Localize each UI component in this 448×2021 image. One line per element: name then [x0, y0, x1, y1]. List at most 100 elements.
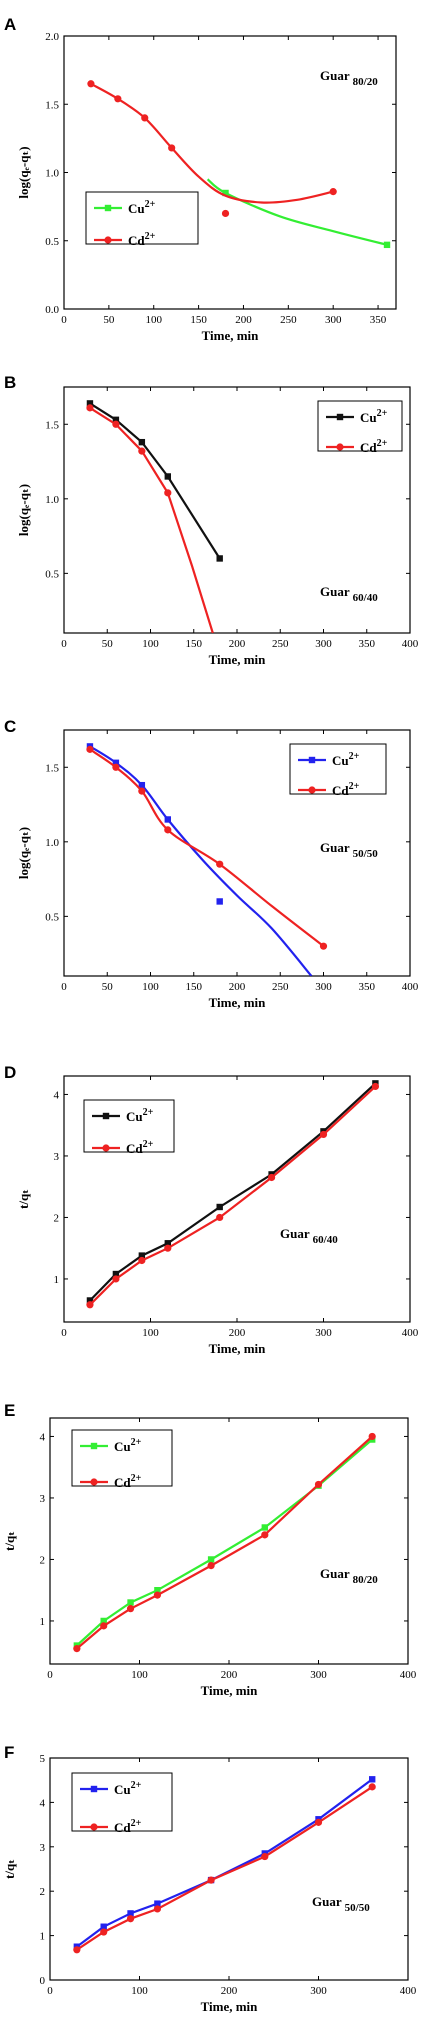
x-tick-label: 400	[400, 1985, 417, 1997]
legend-box	[317, 400, 403, 452]
panel-letter: A	[4, 15, 16, 34]
data-point	[73, 1946, 81, 1954]
panel-letter: C	[4, 717, 16, 736]
legend-box	[289, 743, 387, 795]
x-tick-label: 50	[102, 981, 114, 993]
chart-annotation: Guar 60/40	[280, 1226, 338, 1246]
data-point	[112, 1270, 120, 1278]
data-point	[222, 189, 229, 197]
chart-panel-f: F 0 100 200 300 400 0 1 2 3 4 5 Time, min t/qₜ Cu2+ Cd2…	[2, 1743, 417, 2014]
x-tick-label: 100	[145, 314, 162, 326]
legend-box	[71, 1429, 173, 1487]
x-tick-label: 0	[61, 1327, 67, 1339]
legend-swatch-marker	[104, 204, 112, 212]
x-tick-label: 200	[221, 1669, 238, 1681]
legend-label: Cd2+	[360, 438, 388, 455]
legend-label: Cu2+	[332, 751, 360, 768]
series-line	[76, 1435, 373, 1650]
legend-swatch-marker	[336, 443, 344, 451]
y-tick-label: 2	[40, 1886, 46, 1898]
data-point	[261, 1531, 269, 1539]
legend: Cu2+ Cd2+	[317, 400, 403, 455]
y-tick-label: 3	[40, 1493, 46, 1505]
y-tick-label: 0.5	[45, 911, 59, 923]
series-group	[87, 80, 391, 249]
x-tick-label: 0	[61, 314, 67, 326]
data-point	[329, 188, 337, 196]
x-tick-label: 400	[402, 981, 419, 993]
y-tick-label: 1	[54, 1274, 60, 1286]
chart-panel-e: E 0 100 200 300 400 1 2 3 4 Time, min t/qₜ Cu2+ Cd2+ G…	[2, 1401, 417, 1698]
x-tick-label: 350	[359, 638, 376, 650]
y-tick-label: 4	[40, 1797, 46, 1809]
y-axis-label: t/qₜ	[2, 1859, 17, 1879]
legend-label: Cu2+	[360, 408, 388, 425]
data-point	[112, 416, 120, 423]
y-tick-label: 5	[40, 1753, 46, 1765]
panel-letter: B	[4, 373, 16, 392]
x-tick-label: 200	[229, 1327, 246, 1339]
y-axis-label: t/qₜ	[16, 1189, 31, 1209]
legend-box	[85, 191, 199, 245]
panel-letter: E	[4, 1401, 15, 1420]
y-tick-label: 0	[40, 1975, 46, 1987]
data-point	[164, 1244, 172, 1252]
y-axis-label: log(qₑ-qₜ)	[16, 827, 31, 879]
data-point	[368, 1432, 376, 1441]
legend: Cu2+ Cd2+	[83, 1099, 175, 1156]
panel-letter: D	[4, 1063, 16, 1082]
chart-annotation: Guar 80/20	[320, 1566, 378, 1586]
x-tick-label: 200	[235, 314, 252, 326]
data-point	[153, 1591, 161, 1599]
x-tick-label: 300	[310, 1669, 327, 1681]
x-axis-label: Time, min	[201, 1683, 259, 1698]
x-tick-label: 100	[131, 1669, 148, 1681]
x-tick-label: 150	[190, 314, 207, 326]
series-line	[89, 748, 325, 948]
legend-label: Cu2+	[126, 1107, 154, 1124]
data-point	[216, 1213, 224, 1222]
legend-swatch-marker	[102, 1112, 110, 1120]
x-tick-label: 400	[402, 638, 419, 650]
legend-swatch-marker	[336, 413, 344, 421]
x-tick-label: 100	[142, 981, 159, 993]
y-tick-label: 2.0	[45, 31, 59, 43]
legend-box	[71, 1772, 173, 1832]
data-point	[100, 1923, 107, 1930]
y-tick-label: 1.0	[45, 168, 59, 180]
y-tick-label: 1.0	[45, 494, 59, 506]
chart-panel-d: D 0 100 200 300 400 1 2 3 4 Time, min t/qₜ Cu2+ Cd2+ G…	[4, 1063, 419, 1356]
data-point	[138, 438, 146, 446]
x-tick-label: 300	[315, 981, 332, 993]
data-point	[112, 420, 120, 428]
data-point	[154, 1900, 161, 1907]
legend-swatch-marker	[308, 786, 316, 794]
data-point	[141, 114, 149, 122]
x-tick-label: 250	[272, 981, 289, 993]
x-tick-label: 300	[315, 638, 332, 650]
data-point	[261, 1852, 269, 1861]
series-group	[86, 743, 328, 976]
chart-panel-c: C 0 50 100 150 200 250 300 350 400 0.5 1.0 1.5 Time, …	[4, 717, 419, 1010]
series-line	[206, 178, 388, 246]
x-tick-label: 300	[310, 1985, 327, 1997]
data-point	[154, 1587, 161, 1594]
data-point	[86, 1301, 94, 1309]
y-tick-label: 0.5	[45, 568, 59, 580]
y-tick-label: 0.5	[45, 236, 59, 248]
x-tick-label: 300	[325, 314, 342, 326]
data-point	[138, 1252, 146, 1259]
data-point	[314, 1818, 323, 1826]
legend: Cu2+ Cd2+	[71, 1772, 173, 1835]
series-line	[89, 1082, 377, 1302]
data-point	[207, 1556, 215, 1563]
data-point	[112, 763, 120, 771]
x-tick-label: 300	[315, 1327, 332, 1339]
legend-label: Cd2+	[114, 1473, 142, 1490]
legend-label: Cd2+	[114, 1818, 142, 1835]
series-group	[86, 400, 223, 633]
chart-annotation: Guar 80/20	[320, 68, 378, 88]
x-axis-label: Time, min	[201, 1999, 259, 2014]
data-point	[86, 745, 94, 753]
y-tick-label: 1.0	[45, 837, 59, 849]
